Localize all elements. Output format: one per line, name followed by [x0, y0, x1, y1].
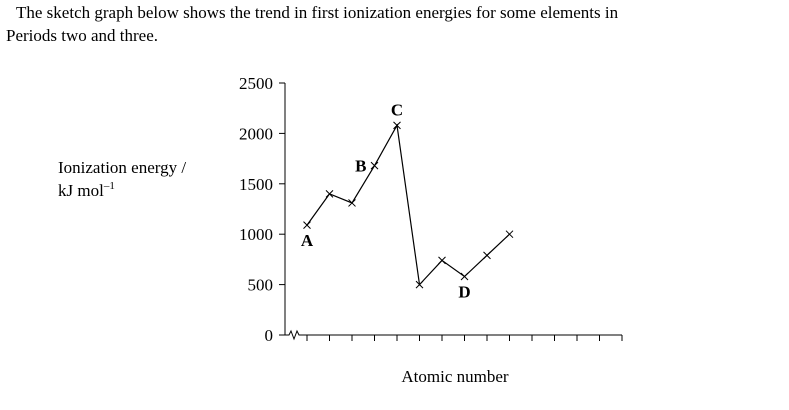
point-label: A [301, 231, 314, 250]
y-tick-label: 2500 [239, 74, 273, 93]
data-point [325, 190, 334, 198]
data-point [438, 256, 446, 265]
data-point [483, 251, 491, 260]
y-axis-label: Ionization energy / [58, 158, 186, 177]
data-line [306, 123, 510, 286]
y-axis-unit: kJ mol [58, 181, 104, 200]
intro-line: Periods two and three. [6, 26, 158, 45]
y-tick-label: 1000 [239, 225, 273, 244]
data-point [460, 272, 469, 281]
intro-line: The sketch graph below shows the trend i… [16, 3, 619, 22]
point-label: B [355, 157, 366, 176]
data-point [505, 230, 514, 239]
y-tick-label: 2000 [239, 124, 273, 143]
y-tick-label: 1500 [239, 175, 273, 194]
data-point [348, 199, 356, 207]
data-point [303, 221, 311, 229]
axis-break [285, 329, 300, 341]
y-tick-label: 500 [248, 276, 274, 295]
y-tick-label: 0 [265, 326, 274, 345]
point-label: C [391, 100, 403, 119]
point-label: D [458, 283, 470, 302]
data-point [370, 161, 379, 170]
y-axis-exponent: –1 [103, 180, 115, 192]
data-point [415, 280, 424, 289]
x-axis-label: Atomic number [401, 367, 509, 386]
data-point [393, 121, 401, 130]
y-axis-label: kJ mol–1 [58, 180, 115, 200]
